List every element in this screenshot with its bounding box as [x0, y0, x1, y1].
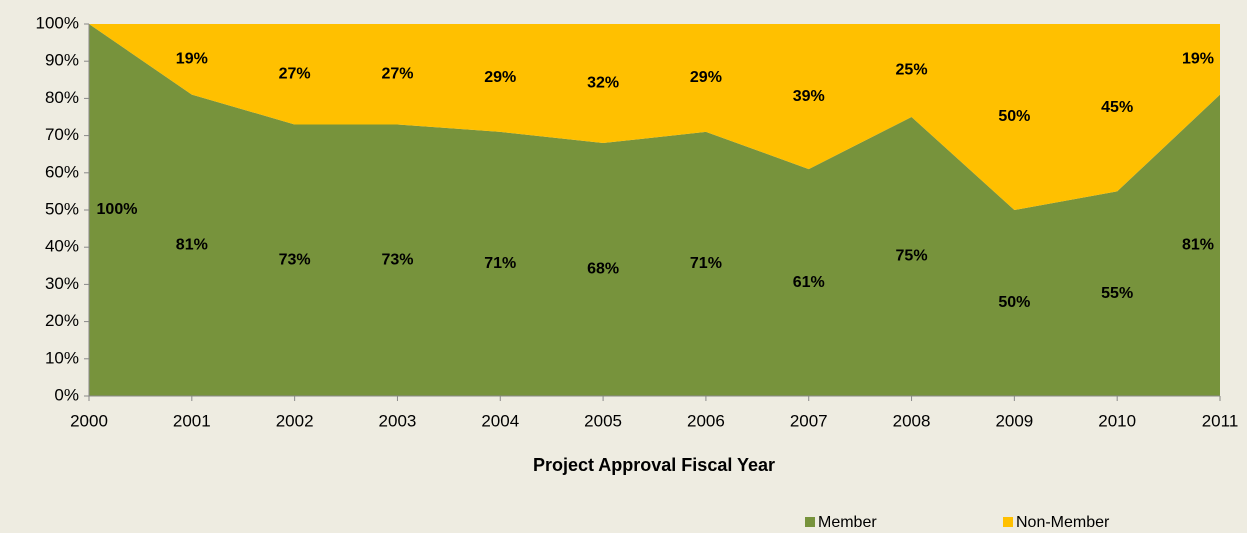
- x-tick-label: 2004: [481, 411, 519, 430]
- y-tick-label: 0%: [54, 385, 79, 404]
- data-label: 29%: [690, 69, 722, 86]
- area: [89, 24, 1220, 210]
- data-label: 71%: [484, 255, 516, 272]
- data-label: 68%: [587, 261, 619, 278]
- data-label: 19%: [176, 51, 208, 68]
- data-label: 55%: [1101, 285, 1133, 302]
- y-tick-label: 20%: [45, 311, 79, 330]
- data-label: 50%: [998, 294, 1030, 311]
- data-label: 81%: [1182, 237, 1214, 254]
- data-label: 81%: [176, 237, 208, 254]
- data-label: 32%: [587, 75, 619, 92]
- data-label: 19%: [1182, 51, 1214, 68]
- data-label: 75%: [896, 248, 928, 265]
- x-tick-label: 2001: [173, 411, 211, 430]
- data-label: 100%: [97, 201, 138, 218]
- x-tick-label: 2005: [584, 411, 622, 430]
- x-tick-label: 2011: [1202, 411, 1239, 430]
- x-tick-label: 2009: [995, 411, 1033, 430]
- data-label: 73%: [381, 251, 413, 268]
- x-tick-label: 2000: [70, 411, 108, 430]
- data-label: 71%: [690, 255, 722, 272]
- y-tick-label: 40%: [45, 237, 79, 256]
- data-label: 50%: [998, 108, 1030, 125]
- legend-label: Member: [818, 514, 877, 531]
- y-tick-label: 80%: [45, 88, 79, 107]
- x-tick-label: 2006: [687, 411, 725, 430]
- x-tick-label: 2008: [893, 411, 931, 430]
- x-tick-label: 2010: [1098, 411, 1136, 430]
- y-tick-label: 100%: [36, 13, 79, 32]
- data-label: 27%: [279, 65, 311, 82]
- data-label: 27%: [381, 65, 413, 82]
- x-tick-label: 2003: [379, 411, 417, 430]
- data-label: 45%: [1101, 99, 1133, 116]
- y-tick-label: 60%: [45, 162, 79, 181]
- data-label: 61%: [793, 274, 825, 291]
- data-label: 29%: [484, 69, 516, 86]
- y-tick-label: 70%: [45, 125, 79, 144]
- data-label: 25%: [896, 62, 928, 79]
- area: [89, 24, 1220, 396]
- x-tick-label: 2007: [790, 411, 828, 430]
- legend-label: Non-Member: [1016, 514, 1110, 531]
- y-tick-label: 50%: [45, 199, 79, 218]
- y-tick-label: 90%: [45, 51, 79, 70]
- data-label: 73%: [279, 251, 311, 268]
- legend-swatch: [1003, 517, 1013, 527]
- data-label: 39%: [793, 88, 825, 105]
- x-tick-label: 2002: [276, 411, 314, 430]
- legend-swatch: [805, 517, 815, 527]
- x-axis-title: Project Approval Fiscal Year: [533, 455, 775, 475]
- y-tick-label: 10%: [45, 348, 79, 367]
- y-tick-label: 30%: [45, 274, 79, 293]
